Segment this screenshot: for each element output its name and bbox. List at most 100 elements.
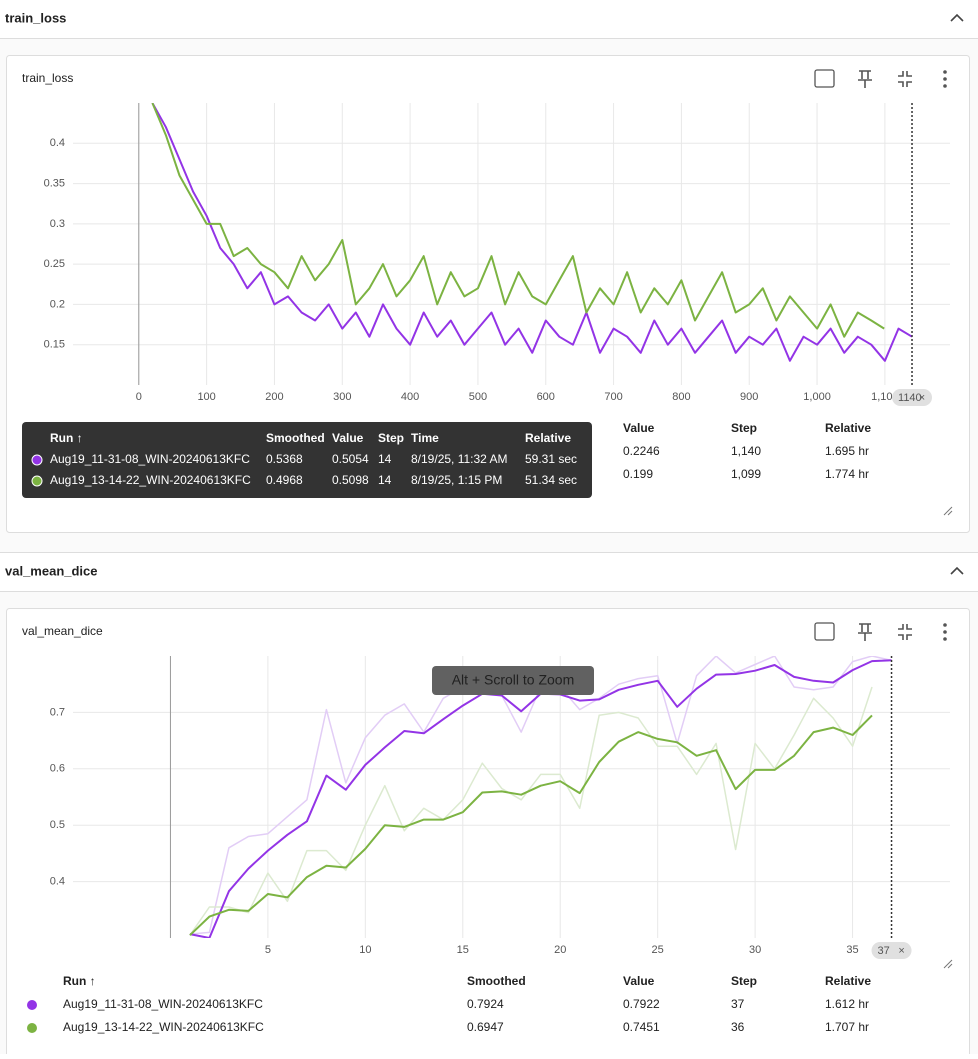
tooltip-header: Run ↑ [50, 431, 83, 445]
table-cell: 0.7451 [623, 1020, 660, 1034]
table-cell: 1.774 hr [825, 467, 869, 481]
step-marker-label: 1140 [898, 392, 922, 404]
collapse-button[interactable] [898, 71, 912, 87]
fit-button[interactable] [814, 69, 835, 88]
tooltip-cell: 14 [378, 473, 392, 487]
raw-line [189, 686, 873, 936]
y-tick-label: 0.2 [50, 298, 65, 310]
step-marker-close: × [919, 392, 925, 404]
collapse-chevron[interactable] [950, 13, 964, 22]
y-tick-label: 0.4 [50, 876, 65, 888]
table-header: Step [731, 974, 757, 988]
run-color-dot [31, 454, 43, 466]
zoom-hint-bg [432, 666, 594, 695]
x-tick-label: 900 [740, 391, 758, 403]
menu-button[interactable] [943, 70, 947, 88]
y-tick-label: 0.6 [50, 763, 65, 775]
tooltip-cell: 8/19/25, 1:15 PM [411, 473, 502, 487]
x-tick-label: 600 [537, 391, 555, 403]
x-tick-label: 1,100 [871, 391, 899, 403]
table-cell: 1.612 hr [825, 997, 869, 1011]
smoothed-line [151, 103, 913, 362]
table-header: Run ↑ [63, 974, 96, 988]
x-tick-label: 1,000 [803, 391, 831, 403]
pin-button[interactable] [858, 623, 872, 641]
y-tick-label: 0.3 [50, 218, 65, 230]
table-cell: 0.7922 [623, 997, 660, 1011]
tooltip-header: Time [411, 431, 439, 445]
table-header: Value [623, 421, 655, 435]
tooltip-cell: 14 [378, 452, 392, 466]
table-cell: 37 [731, 997, 745, 1011]
x-tick-label: 400 [401, 391, 419, 403]
tooltip-header: Value [332, 431, 364, 445]
table-header: Smoothed [467, 974, 526, 988]
x-tick-label: 800 [672, 391, 690, 403]
section-header[interactable] [0, 553, 978, 591]
y-tick-label: 0.25 [44, 258, 65, 270]
table-cell: 1,140 [731, 444, 761, 458]
x-tick-label: 300 [333, 391, 351, 403]
resize-handle[interactable] [943, 959, 953, 969]
zoom-hint: Alt + Scroll to Zoom [452, 672, 575, 688]
run-color-dot [27, 1023, 37, 1033]
y-tick-label: 0.4 [50, 137, 65, 149]
resize-handle[interactable] [943, 506, 953, 516]
tooltip-cell: 51.34 sec [525, 473, 577, 487]
card-title: val_mean_dice [22, 624, 103, 638]
run-color-dot [31, 475, 43, 487]
x-tick-label: 200 [265, 391, 283, 403]
card-toolbar [814, 622, 947, 641]
y-tick-label: 0.5 [50, 819, 65, 831]
x-tick-label: 35 [846, 944, 858, 956]
card [6, 55, 970, 533]
y-tick-label: 0.35 [44, 177, 65, 189]
x-tick-label: 100 [197, 391, 215, 403]
plot [151, 103, 913, 362]
tooltip-cell: 0.5368 [266, 452, 303, 466]
tooltip-bg [22, 422, 592, 498]
x-tick-label: 0 [136, 391, 142, 403]
step-marker-label: 37 [878, 945, 890, 957]
x-tick-label: 25 [652, 944, 664, 956]
x-tick-label: 30 [749, 944, 761, 956]
x-tick-label: 10 [359, 944, 371, 956]
table-cell: 0.2246 [623, 444, 660, 458]
table-cell: 0.199 [623, 467, 653, 481]
collapse-button[interactable] [898, 624, 912, 640]
card-title: train_loss [22, 71, 73, 85]
run-color-dot [27, 1000, 37, 1010]
table-cell: 0.7924 [467, 997, 504, 1011]
tooltip-cell: 8/19/25, 11:32 AM [411, 452, 508, 466]
table-cell: 1.707 hr [825, 1020, 869, 1034]
smoothed-line [189, 714, 873, 936]
table-header: Step [731, 421, 757, 435]
tooltip-cell: 59.31 sec [525, 452, 577, 466]
collapse-chevron[interactable] [950, 566, 964, 575]
x-tick-label: 5 [265, 944, 271, 956]
fit-button[interactable] [814, 622, 835, 641]
table-header: Value [623, 974, 655, 988]
card-toolbar [814, 69, 947, 88]
tooltip-cell: 0.4968 [266, 473, 303, 487]
step-marker-close: × [898, 945, 904, 957]
x-tick-label: 20 [554, 944, 566, 956]
y-tick-label: 0.7 [50, 706, 65, 718]
menu-button[interactable] [943, 623, 947, 641]
tooltip: Run ↑ Smoothed Value Step Time Relative Aug19_… [22, 422, 592, 498]
x-tick-label: 15 [457, 944, 469, 956]
x-tick-label: 500 [469, 391, 487, 403]
tooltip-header: Smoothed [266, 431, 325, 445]
table-cell: 1.695 hr [825, 444, 869, 458]
table-header: Relative [825, 974, 871, 988]
table-cell: 1,099 [731, 467, 761, 481]
pin-button[interactable] [858, 70, 872, 88]
tooltip-header: Step [378, 431, 404, 445]
table-cell: Aug19_11-31-08_WIN-20240613KFC [63, 997, 263, 1011]
tooltip-cell: 0.5098 [332, 473, 369, 487]
section-header[interactable] [0, 0, 978, 38]
y-tick-label: 0.15 [44, 339, 65, 351]
tooltip-cell: Aug19_11-31-08_WIN-20240613KFC [50, 452, 250, 466]
section-title: train_loss [5, 10, 66, 25]
